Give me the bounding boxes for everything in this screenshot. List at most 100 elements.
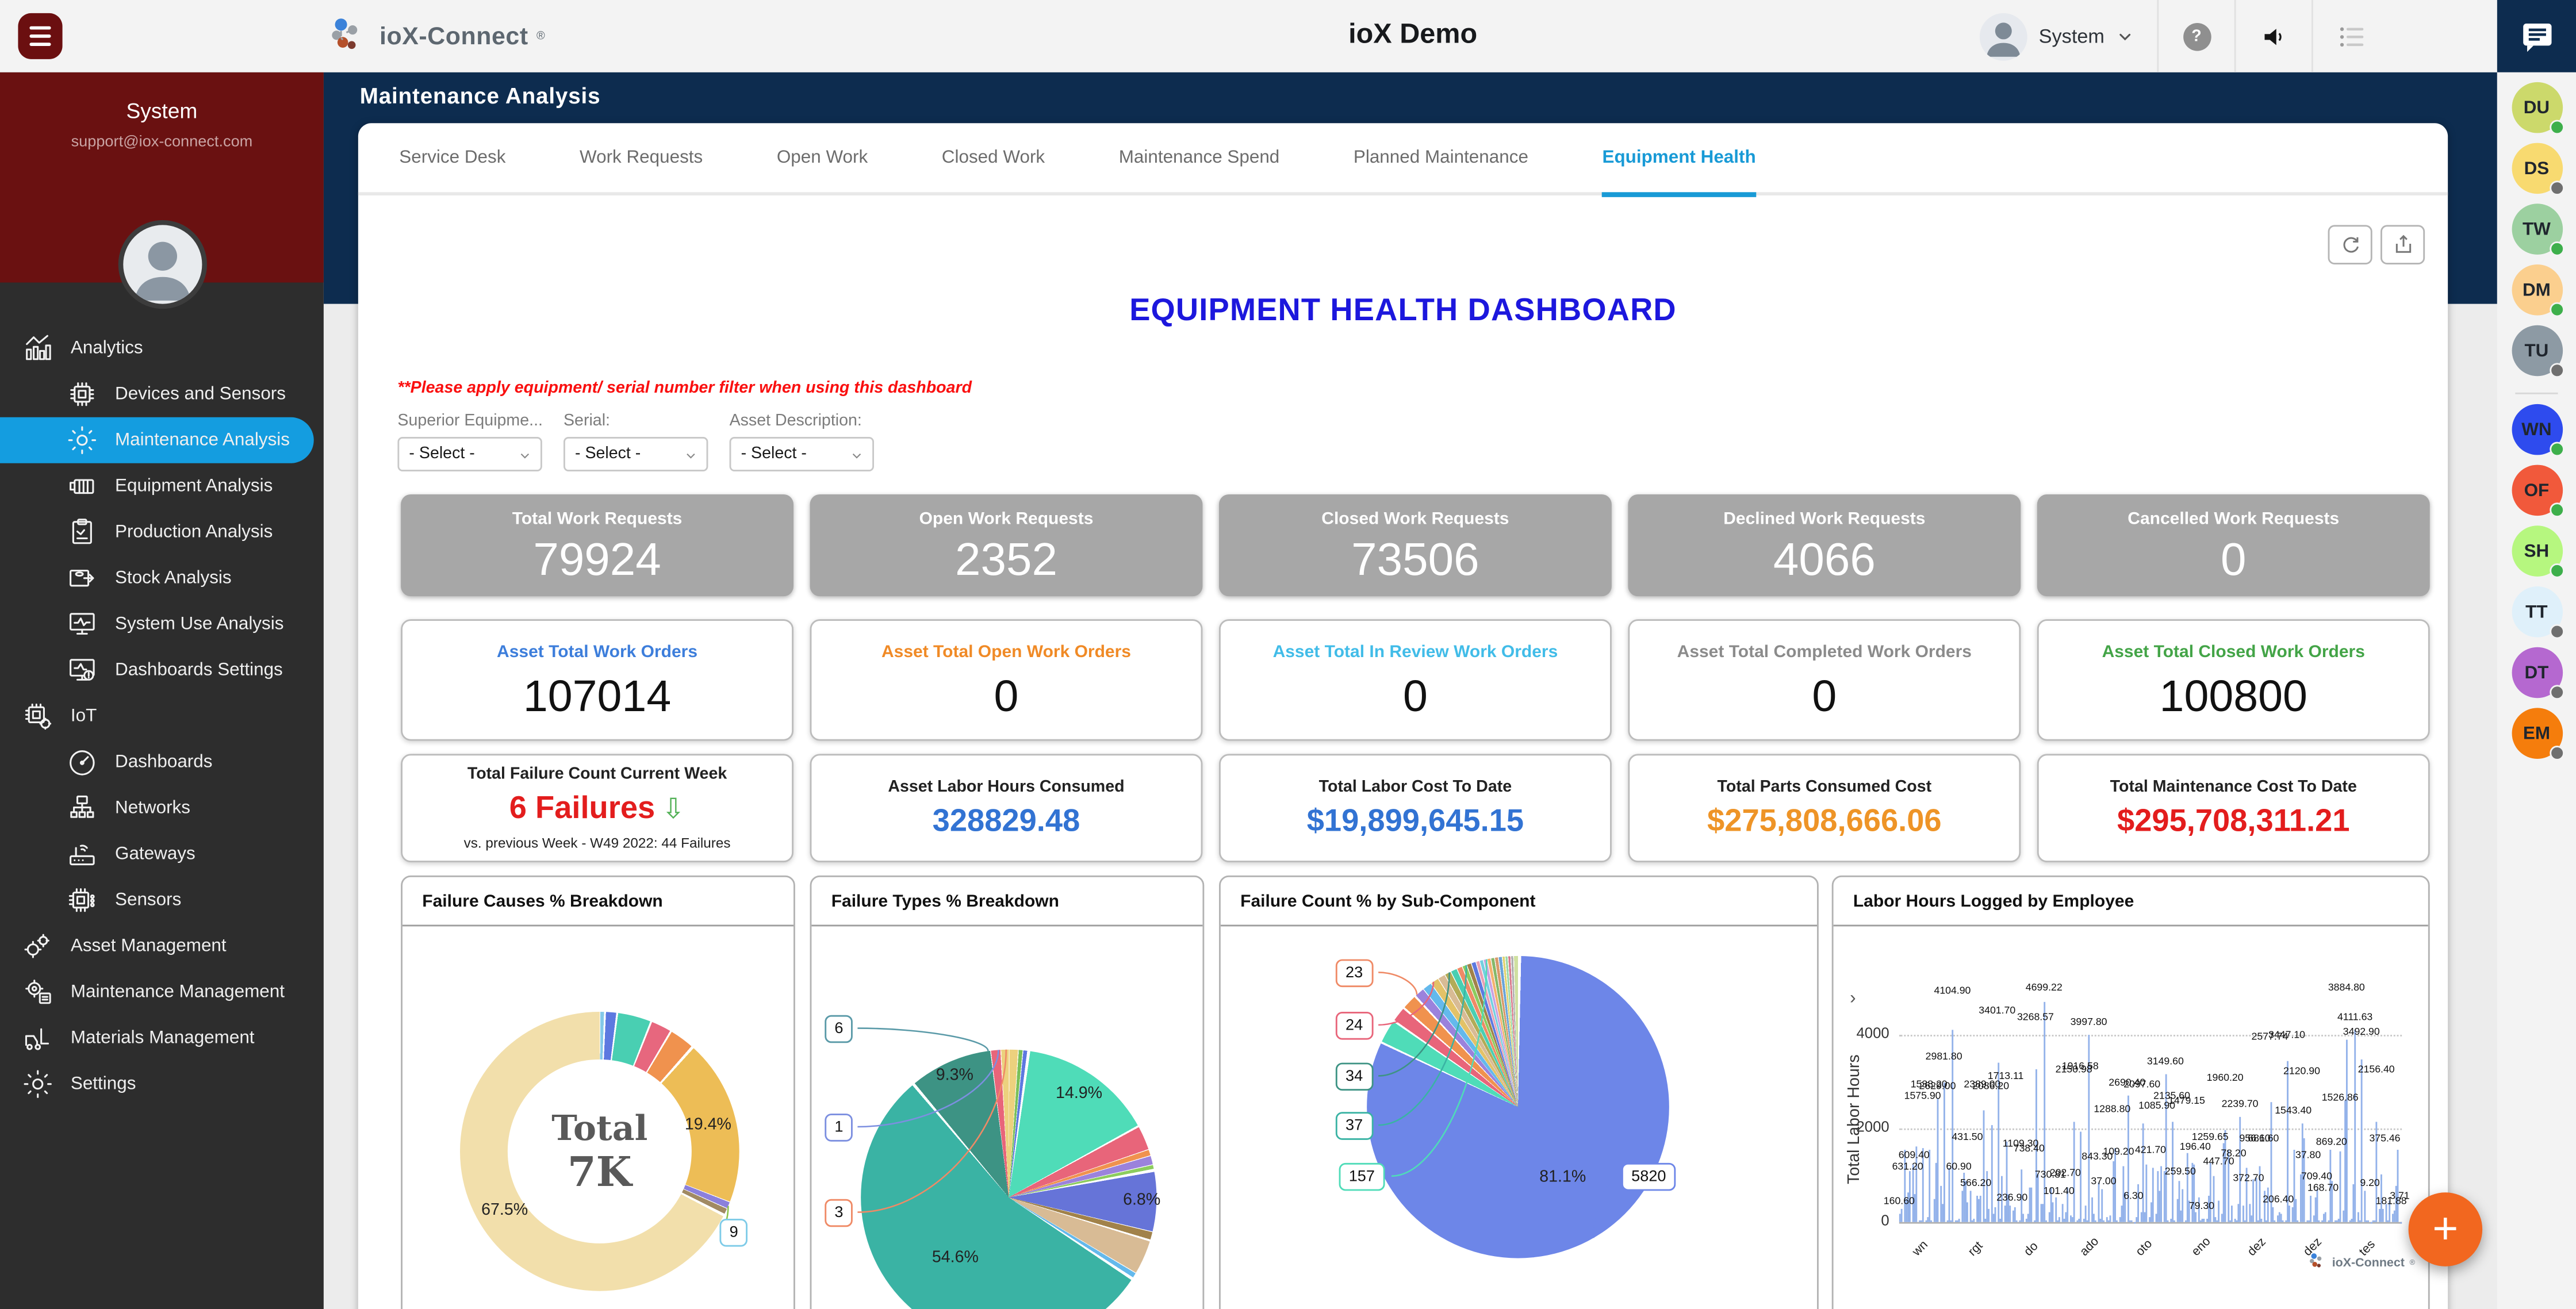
sidebar-item-system-use-analysis[interactable]: System Use Analysis: [0, 601, 324, 647]
help-button[interactable]: ?: [2159, 0, 2234, 72]
sidebar-item-devices-and-sensors[interactable]: Devices and Sensors: [0, 371, 324, 417]
watermark: ioX-Connect ®: [2307, 1252, 2415, 1271]
presence-avatar-du[interactable]: DU: [2511, 82, 2562, 133]
dashboard-note: **Please apply equipment/ serial number …: [397, 379, 972, 397]
presence-avatar-em[interactable]: EM: [2511, 708, 2562, 759]
bar: [2221, 1213, 2222, 1222]
tab-work-requests[interactable]: Work Requests: [580, 121, 703, 194]
tab-planned-maintenance[interactable]: Planned Maintenance: [1354, 121, 1528, 194]
activity-list-button[interactable]: [2313, 0, 2389, 72]
filter-superior-equipment: Superior Equipme... - Select -: [397, 412, 542, 471]
sidebar-item-dashboards-settings[interactable]: Dashboards Settings: [0, 647, 324, 693]
status-dot: [2549, 363, 2564, 378]
bar-value-label: 1713.11: [1988, 1071, 2024, 1082]
bar: [2355, 1030, 2357, 1222]
sidebar-item-networks[interactable]: Networks: [0, 785, 324, 831]
bar: [2266, 1221, 2267, 1222]
bar-value-label: 738.40: [2014, 1143, 2045, 1154]
sidebar-item-settings[interactable]: Settings: [0, 1061, 324, 1107]
bar: [2053, 1202, 2054, 1222]
bar: [1939, 1186, 1941, 1222]
bar: [1929, 1150, 1931, 1222]
tab-service-desk[interactable]: Service Desk: [399, 121, 505, 194]
refresh-button[interactable]: [2328, 225, 2372, 264]
bar: [2232, 1206, 2233, 1222]
sidebar-item-materials-management[interactable]: Materials Management: [0, 1015, 324, 1061]
presence-avatar-wn[interactable]: WN: [2511, 404, 2562, 455]
tab-equipment-health[interactable]: Equipment Health: [1603, 121, 1756, 194]
presence-avatar-sh[interactable]: SH: [2511, 525, 2562, 577]
bar: [2184, 1220, 2186, 1222]
bar-value-label: 3.71: [2390, 1191, 2409, 1202]
kpi-label: Open Work Requests: [919, 508, 1094, 528]
user-menu[interactable]: System: [1957, 0, 2157, 72]
tab-open-work[interactable]: Open Work: [777, 121, 868, 194]
bar: [1920, 1220, 1922, 1222]
export-button[interactable]: [2380, 225, 2425, 264]
presence-avatar-dt[interactable]: DT: [2511, 647, 2562, 698]
sidebar-item-maintenance-management[interactable]: Maintenance Management: [0, 969, 324, 1015]
forklift-icon: [21, 1022, 54, 1054]
bar: [2374, 1220, 2376, 1222]
sidebar-item-asset-management[interactable]: Asset Management: [0, 923, 324, 969]
bar: [2359, 1221, 2361, 1222]
chat-panel-toggle[interactable]: [2497, 0, 2576, 72]
bar: [2010, 1206, 2011, 1222]
chip-gear-icon: [21, 700, 54, 732]
bar: [2018, 1221, 2020, 1222]
bar: [2217, 1219, 2218, 1222]
bar: [2321, 1221, 2322, 1222]
bar: [2347, 1040, 2348, 1222]
bar: [1931, 1221, 1933, 1222]
failure-subcomponent-chart-panel: Failure Count % by Sub-Component 81.1%23…: [1219, 876, 1819, 1309]
chat-icon: [2518, 17, 2556, 55]
bar: [2078, 1219, 2080, 1222]
avatar-initials: DU: [2524, 98, 2550, 117]
superior-equipment-select[interactable]: - Select -: [397, 437, 542, 471]
bar: [2387, 1221, 2389, 1222]
bar: [2314, 1197, 2316, 1222]
presence-avatar-of[interactable]: OF: [2511, 465, 2562, 516]
monitor-icon: [66, 608, 98, 640]
sidebar-item-production-analysis[interactable]: Production Analysis: [0, 509, 324, 555]
asset-description-select[interactable]: - Select -: [730, 437, 874, 471]
pie-chart: 81.1%: [1367, 956, 1669, 1258]
tab-closed-work[interactable]: Closed Work: [942, 121, 1045, 194]
profile-avatar[interactable]: [117, 220, 206, 309]
bar-value-label: 4104.90: [1934, 985, 1971, 997]
sidebar-item-sensors[interactable]: Sensors: [0, 877, 324, 923]
sidebar-item-label: Maintenance Analysis: [115, 431, 290, 450]
bar: [1948, 1168, 1950, 1222]
presence-avatar-ds[interactable]: DS: [2511, 143, 2562, 194]
presence-avatar-tw[interactable]: TW: [2511, 204, 2562, 255]
add-button[interactable]: +: [2409, 1192, 2483, 1266]
sidebar-item-maintenance-analysis[interactable]: Maintenance Analysis: [0, 417, 314, 463]
content-panel: Service Desk Work Requests Open Work Closed…: [358, 123, 2448, 1309]
presence-avatar-tt[interactable]: TT: [2511, 586, 2562, 638]
bar-chart-icon: [21, 332, 54, 364]
sidebar-item-label: Stock Analysis: [115, 569, 232, 588]
bar: [2248, 1204, 2250, 1222]
sidebar-item-dashboards[interactable]: Dashboards: [0, 739, 324, 785]
sidebar-item-stock-analysis[interactable]: Stock Analysis: [0, 555, 324, 601]
presence-avatar-tu[interactable]: TU: [2511, 325, 2562, 377]
sidebar-item-gateways[interactable]: Gateways: [0, 831, 324, 877]
serial-select[interactable]: - Select -: [564, 437, 708, 471]
sidebar-item-equipment-analysis[interactable]: Equipment Analysis: [0, 463, 324, 509]
bar: [1999, 1219, 2001, 1222]
status-dot: [2549, 563, 2564, 578]
brand-logo[interactable]: ioX-Connect ®: [328, 11, 545, 61]
sidebar-item-analytics[interactable]: Analytics: [0, 325, 324, 371]
hamburger-menu-button[interactable]: [18, 13, 62, 59]
sidebar-item-iot[interactable]: IoT: [0, 693, 324, 739]
chart-title: Failure Causes % Breakdown: [402, 877, 793, 927]
bar: [2176, 1199, 2178, 1222]
brand-registered-mark: ®: [536, 30, 545, 42]
tab-maintenance-spend[interactable]: Maintenance Spend: [1119, 121, 1280, 194]
clipboard-icon: [66, 516, 98, 548]
chip-icon: [66, 378, 98, 410]
bar: [1942, 1203, 1943, 1222]
bar: [2169, 1218, 2171, 1222]
announcements-button[interactable]: [2236, 0, 2312, 72]
presence-avatar-dm[interactable]: DM: [2511, 264, 2562, 316]
